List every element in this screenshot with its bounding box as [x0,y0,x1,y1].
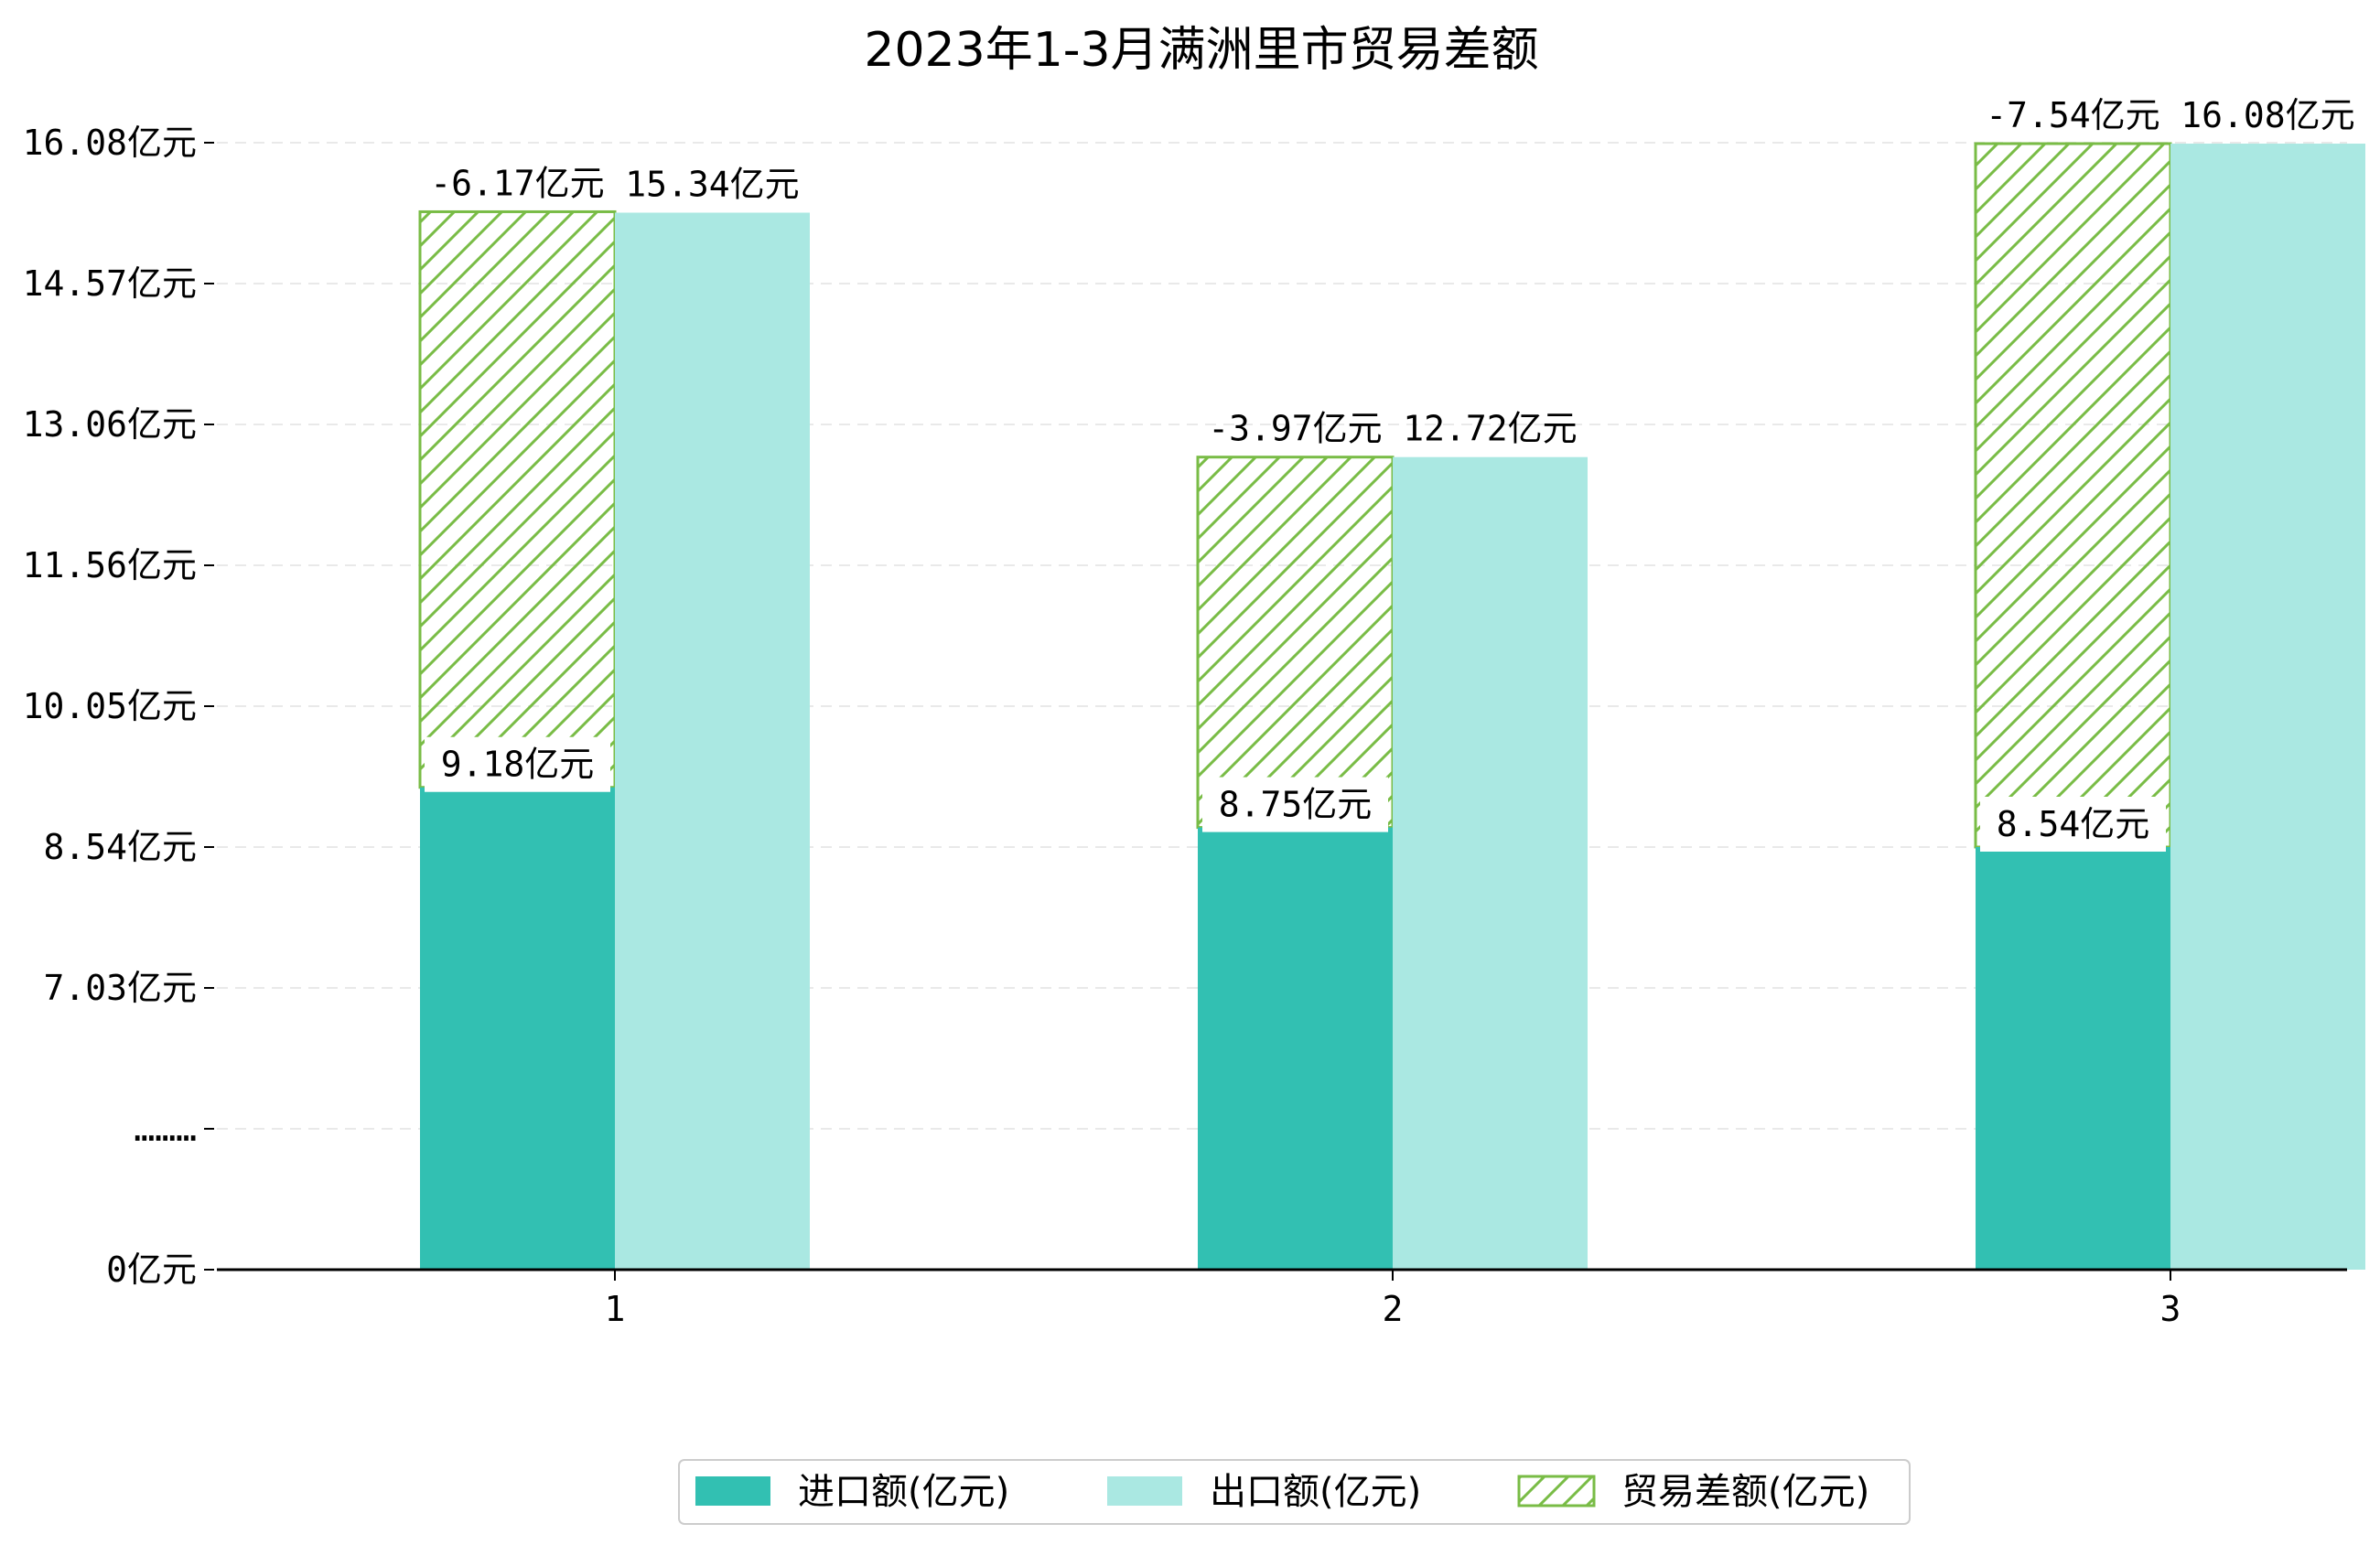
y-tick-label: 0亿元 [106,1250,197,1290]
legend-swatch [695,1476,770,1506]
legend: 进口额(亿元) 出口额(亿元) 贸易差额(亿元) [678,1459,1911,1525]
x-tick-label: 2 [1383,1289,1404,1329]
bar-trade-balance [418,209,617,789]
trade-balance-label: -3.97亿元 [1208,409,1382,449]
x-tick-label: 1 [605,1289,626,1329]
export-value-label: 16.08亿元 [2181,95,2354,135]
label-background [425,736,610,792]
chart-title: 2023年1-3月满洲里市贸易差额 [864,23,1538,78]
y-tick-label: 13.06亿元 [23,404,197,445]
legend-swatch [1517,1475,1596,1507]
trade-balance-label: -6.17亿元 [430,163,604,203]
y-tick-label: 7.03亿元 [43,968,197,1008]
label-background [1980,797,2166,852]
legend-label: 进口额(亿元) [798,1471,1009,1513]
bar-export [615,212,810,1270]
labels-layer: 9.18亿元 -6.17亿元 15.34亿元 8.75亿元 -3.97亿元 12.72亿元… [425,95,2355,852]
legend-label: 出口额(亿元) [1210,1471,1421,1513]
y-tick-label: 8.54亿元 [43,827,197,867]
import-value-label: 8.75亿元 [1219,785,1373,825]
import-value-label: 9.18亿元 [441,745,595,785]
legend-label: 贸易差额(亿元) [1621,1471,1869,1513]
export-value-label: 15.34亿元 [625,164,799,204]
bar-trade-balance [1196,456,1395,830]
axis-layer: 0亿元 ……… 7.03亿元 8.54亿元 10.05亿元 11.56亿元 13.06亿元 1… [23,123,2347,1329]
bar-trade-balance [1974,142,2172,849]
y-tick-label: 11.56亿元 [23,545,197,585]
y-tick-label: ……… [134,1109,197,1149]
y-tick-label: 10.05亿元 [23,686,197,726]
bar-export [1393,456,1588,1270]
import-value-label: 8.54亿元 [1997,804,2150,844]
bar-import [420,787,615,1270]
legend-frame [678,1459,1911,1525]
bar-import [1198,827,1393,1270]
label-background [1202,777,1388,832]
y-tick-label: 16.08亿元 [23,123,197,163]
bar-export [2170,144,2365,1270]
y-tick-label: 14.57亿元 [23,263,197,304]
trade-balance-label: -7.54亿元 [1986,95,2159,135]
x-tick-label: 3 [2160,1289,2181,1329]
export-value-label: 12.72亿元 [1403,409,1577,449]
bar-import [1976,847,2170,1270]
legend-swatch [1107,1476,1182,1506]
bars-layer [418,142,2365,1270]
